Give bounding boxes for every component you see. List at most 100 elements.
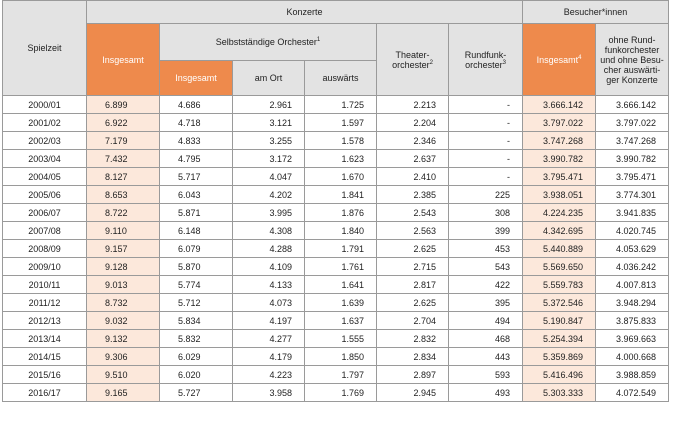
- cell-visitors-ohne: 4.000.668: [595, 347, 670, 366]
- cell-am-ort: 3.121: [232, 113, 305, 132]
- cell-auswaerts: 1.578: [304, 131, 377, 150]
- cell-orchestra-total: 5.870: [159, 257, 233, 276]
- header-besucher-insgesamt: Insgesamt4: [522, 23, 597, 96]
- cell-visitors-ohne: 3.875.833: [595, 311, 670, 330]
- cell-visitors-ohne: 3.795.471: [595, 167, 670, 186]
- cell-concerts-total: 9.032: [86, 311, 160, 330]
- cell-theater: 2.897: [376, 365, 449, 384]
- cell-visitors-total: 5.569.650: [522, 257, 597, 276]
- cell-season: 2005/06: [2, 185, 87, 204]
- cell-season: 2003/04: [2, 149, 87, 168]
- cell-concerts-total: 9.306: [86, 347, 160, 366]
- cell-visitors-total: 5.359.869: [522, 347, 597, 366]
- footnote-marker: 4: [578, 54, 582, 61]
- cell-orchestra-total: 5.717: [159, 167, 233, 186]
- cell-orchestra-total: 5.871: [159, 203, 233, 222]
- cell-am-ort: 4.133: [232, 275, 305, 294]
- cell-rundfunk: 395: [447, 293, 524, 312]
- table-row: 2016/17 9.165 5.727 3.958 1.769 2.945 493 5.303…: [2, 383, 670, 402]
- cell-visitors-ohne: 3.666.142: [595, 95, 670, 114]
- cell-visitors-total: 3.666.142: [522, 95, 597, 114]
- cell-season: 2009/10: [2, 257, 87, 276]
- header-orchester-insgesamt: Insgesamt: [159, 60, 233, 96]
- cell-am-ort: 4.179: [232, 347, 305, 366]
- cell-am-ort: 4.277: [232, 329, 305, 348]
- rundfunk-label: Rundfunk-orchester: [464, 49, 507, 70]
- cell-concerts-total: 9.510: [86, 365, 160, 384]
- cell-concerts-total: 9.128: [86, 257, 160, 276]
- cell-theater: 2.563: [376, 221, 449, 240]
- cell-rundfunk: 225: [447, 185, 524, 204]
- cell-theater: 2.945: [376, 383, 449, 402]
- cell-am-ort: 2.961: [232, 95, 305, 114]
- cell-am-ort: 4.073: [232, 293, 305, 312]
- cell-rundfunk: -: [447, 167, 524, 186]
- selbststaendige-label: Selbstständige Orchester: [215, 37, 317, 47]
- cell-am-ort: 3.995: [232, 203, 305, 222]
- cell-rundfunk: 453: [447, 239, 524, 258]
- cell-theater: 2.834: [376, 347, 449, 366]
- cell-theater: 2.817: [376, 275, 449, 294]
- cell-orchestra-total: 6.079: [159, 239, 233, 258]
- cell-visitors-ohne: 4.007.813: [595, 275, 670, 294]
- cell-rundfunk: 399: [447, 221, 524, 240]
- cell-visitors-ohne: 4.020.745: [595, 221, 670, 240]
- cell-visitors-total: 3.990.782: [522, 149, 597, 168]
- cell-auswaerts: 1.841: [304, 185, 377, 204]
- table-row: 2003/04 7.432 4.795 3.172 1.623 2.637-3.990.7…: [2, 149, 670, 168]
- cell-visitors-ohne: 3.988.859: [595, 365, 670, 384]
- cell-visitors-ohne: 4.053.629: [595, 239, 670, 258]
- cell-orchestra-total: 5.834: [159, 311, 233, 330]
- cell-concerts-total: 9.013: [86, 275, 160, 294]
- header-besucher: Besucher*innen: [522, 0, 670, 24]
- cell-rundfunk: 308: [447, 203, 524, 222]
- table-row: 2015/16 9.510 6.020 4.223 1.797 2.897 593 5.416…: [2, 365, 670, 384]
- cell-rundfunk: -: [447, 95, 524, 114]
- table-row: 2011/12 8.732 5.712 4.073 1.639 2.625 395 5.372…: [2, 293, 670, 312]
- cell-concerts-total: 9.165: [86, 383, 160, 402]
- cell-orchestra-total: 5.832: [159, 329, 233, 348]
- table-row: 2006/07 8.722 5.871 3.995 1.876 2.543 308 4.224…: [2, 203, 670, 222]
- cell-visitors-total: 3.795.471: [522, 167, 597, 186]
- cell-visitors-total: 5.303.333: [522, 383, 597, 402]
- table-row: 2009/10 9.128 5.870 4.109 1.761 2.715 543 5.569…: [2, 257, 670, 276]
- table-body: 2000/01 6.899 4.686 2.961 1.725 2.213-3.666.1…: [2, 95, 670, 402]
- cell-am-ort: 4.308: [232, 221, 305, 240]
- theater-label: Theater-orchester: [392, 49, 430, 70]
- cell-theater: 2.204: [376, 113, 449, 132]
- table-row: 2004/05 8.127 5.717 4.047 1.670 2.410-3.795.4…: [2, 167, 670, 186]
- table-row: 2005/06 8.653 6.043 4.202 1.841 2.385 225 3.938…: [2, 185, 670, 204]
- cell-orchestra-total: 6.020: [159, 365, 233, 384]
- cell-rundfunk: 468: [447, 329, 524, 348]
- cell-orchestra-total: 4.718: [159, 113, 233, 132]
- cell-season: 2016/17: [2, 383, 87, 402]
- cell-auswaerts: 1.797: [304, 365, 377, 384]
- cell-orchestra-total: 5.727: [159, 383, 233, 402]
- concert-statistics-table: Spielzeit Konzerte Besucher*innen Insges…: [2, 0, 670, 402]
- cell-season: 2011/12: [2, 293, 87, 312]
- cell-auswaerts: 1.623: [304, 149, 377, 168]
- cell-rundfunk: -: [447, 113, 524, 132]
- table-row: 2000/01 6.899 4.686 2.961 1.725 2.213-3.666.1…: [2, 95, 670, 114]
- cell-am-ort: 4.288: [232, 239, 305, 258]
- table-row: 2007/08 9.110 6.148 4.308 1.840 2.563 399 4.342…: [2, 221, 670, 240]
- cell-visitors-total: 5.190.847: [522, 311, 597, 330]
- cell-am-ort: 3.958: [232, 383, 305, 402]
- cell-auswaerts: 1.555: [304, 329, 377, 348]
- cell-theater: 2.543: [376, 203, 449, 222]
- cell-am-ort: 3.255: [232, 131, 305, 150]
- cell-concerts-total: 7.432: [86, 149, 160, 168]
- header-am-ort: am Ort: [232, 60, 305, 96]
- cell-concerts-total: 9.157: [86, 239, 160, 258]
- cell-concerts-total: 8.732: [86, 293, 160, 312]
- cell-season: 2012/13: [2, 311, 87, 330]
- cell-season: 2008/09: [2, 239, 87, 258]
- cell-auswaerts: 1.639: [304, 293, 377, 312]
- cell-rundfunk: 593: [447, 365, 524, 384]
- table-row: 2010/11 9.013 5.774 4.133 1.641 2.817 422 5.559…: [2, 275, 670, 294]
- cell-visitors-total: 5.559.783: [522, 275, 597, 294]
- cell-season: 2015/16: [2, 365, 87, 384]
- table-row: 2008/09 9.157 6.079 4.288 1.791 2.625 453 5.440…: [2, 239, 670, 258]
- cell-rundfunk: 493: [447, 383, 524, 402]
- header-selbststaendige-orchester: Selbstständige Orchester1: [159, 23, 377, 61]
